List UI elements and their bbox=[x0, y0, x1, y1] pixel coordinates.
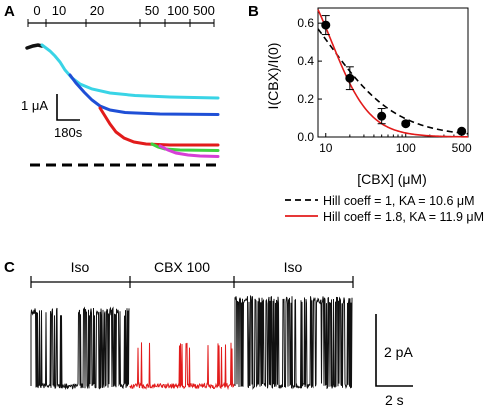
condition-bar bbox=[30, 276, 354, 288]
conc-label-10: 10 bbox=[52, 3, 66, 18]
single-channel-traces bbox=[30, 294, 353, 391]
current-traces bbox=[25, 43, 220, 158]
x-tick-label: 10 bbox=[319, 141, 333, 155]
scale-time-a: 180s bbox=[54, 125, 83, 140]
x-axis-label: [CBX] (μM) bbox=[357, 171, 427, 187]
trace-black-baseline bbox=[25, 43, 44, 50]
scale-current-c: 2 pA bbox=[384, 344, 413, 360]
segment-label-iso-2: Iso bbox=[284, 259, 303, 275]
trace-magenta bbox=[158, 144, 220, 158]
data-point bbox=[377, 111, 387, 121]
y-tick-labels: 0.0 0.2 0.4 0.6 bbox=[297, 16, 314, 144]
fit-curve-hill18 bbox=[317, 9, 469, 138]
chart-axes bbox=[317, 7, 469, 138]
scale-time-c: 2 s bbox=[385, 392, 404, 408]
conc-label-20: 20 bbox=[90, 3, 104, 18]
panel-a-label: A bbox=[4, 3, 15, 20]
data-point bbox=[321, 20, 331, 30]
legend-text-hill18: Hill coeff = 1.8, KA = 11.9 μM bbox=[323, 210, 484, 224]
data-point bbox=[457, 126, 467, 136]
hill-fit-curves bbox=[317, 9, 469, 138]
concentration-bar bbox=[27, 19, 215, 27]
conc-label-50: 50 bbox=[145, 3, 159, 18]
trace-blue bbox=[68, 73, 220, 116]
data-point bbox=[401, 119, 411, 129]
y-tick-label: 0.4 bbox=[297, 54, 314, 68]
data-points bbox=[321, 15, 467, 136]
scale-bar-a bbox=[56, 94, 80, 121]
panel-b-label: B bbox=[248, 3, 259, 20]
scale-current-a: 1 μA bbox=[21, 98, 48, 113]
x-tick-label: 500 bbox=[452, 141, 472, 155]
y-axis-label: I(CBX)/I(0) bbox=[265, 43, 281, 110]
conc-label-500: 500 bbox=[193, 3, 215, 18]
plot-frame bbox=[317, 7, 469, 138]
dose-response-chart: 0.0 0.2 0.4 0.6 10 100 500 bbox=[297, 7, 472, 155]
y-tick-label: 0.2 bbox=[297, 92, 314, 106]
segment-label-cbx: CBX 100 bbox=[154, 259, 210, 275]
data-point bbox=[345, 73, 355, 83]
y-tick-label: 0.6 bbox=[297, 16, 314, 30]
trace-iso-before bbox=[30, 306, 130, 391]
segment-label-iso-1: Iso bbox=[71, 259, 90, 275]
trace-iso-after bbox=[234, 294, 353, 390]
legend-text-hill1: Hill coeff = 1, KA = 10.6 μM bbox=[323, 194, 475, 208]
conc-label-0: 0 bbox=[33, 3, 40, 18]
panel-c-label: C bbox=[4, 259, 15, 276]
conc-label-100: 100 bbox=[167, 3, 189, 18]
trace-cbx bbox=[129, 342, 235, 391]
trace-cyan bbox=[40, 43, 220, 100]
legend: Hill coeff = 1, KA = 10.6 μM Hill coeff … bbox=[285, 194, 484, 224]
y-tick-label: 0.0 bbox=[297, 130, 314, 144]
x-tick-labels: 10 100 500 bbox=[319, 141, 472, 155]
scale-bar-c bbox=[375, 314, 413, 387]
trace-red bbox=[98, 106, 220, 147]
fit-curve-hill1 bbox=[317, 28, 469, 135]
x-tick-label: 100 bbox=[396, 141, 416, 155]
